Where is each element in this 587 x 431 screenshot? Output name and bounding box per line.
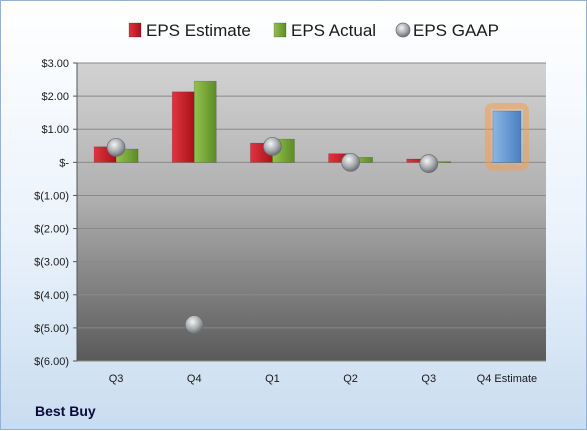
bar-glow: [484, 103, 529, 171]
y-tick-label: $(5.00): [34, 323, 69, 335]
y-axis: $3.00 $2.00 $1.00 $- $(1.00) $(2.00) $(3.00) $(…: [34, 58, 78, 368]
gaap-points: [106, 137, 439, 334]
legend-marker-eps-estimate: [128, 22, 142, 38]
legend-label: EPS Estimate: [146, 21, 251, 40]
company-label: Best Buy: [35, 403, 96, 419]
y-tick-label: $1.00: [41, 124, 69, 136]
bar-eps-estimate: [171, 91, 195, 163]
y-tick-label: $3.00: [41, 58, 69, 70]
point-eps-gaap: [184, 315, 204, 334]
y-tick-label: $(2.00): [34, 224, 69, 236]
plot-area: [77, 63, 546, 361]
x-axis: Q3 Q4 Q1 Q2 Q3 Q4 Estimate: [109, 373, 537, 385]
y-tick-label: $2.00: [41, 91, 69, 103]
point-eps-gaap: [263, 137, 282, 156]
x-tick-label: Q3: [109, 373, 124, 385]
gridlines: [77, 62, 546, 362]
y-tick-label: $(3.00): [34, 257, 69, 269]
legend-label: EPS Actual: [291, 21, 376, 40]
y-tick-label: $(1.00): [34, 190, 69, 202]
legend-marker-eps-actual: [273, 22, 287, 38]
legend-label: EPS GAAP: [413, 21, 499, 40]
x-tick-label: Q4 Estimate: [477, 373, 538, 385]
x-tick-label: Q4: [187, 373, 202, 385]
point-eps-gaap: [106, 138, 126, 157]
bar-q4-estimate: [492, 110, 522, 163]
y-tick-label: $(6.00): [34, 356, 69, 368]
legend: EPS Estimate EPS Actual EPS GAAP: [128, 21, 499, 40]
y-tick-label: $(4.00): [34, 290, 69, 302]
bar-eps-actual: [193, 80, 217, 163]
x-tick-label: Q1: [265, 373, 280, 385]
x-tick-label: Q2: [343, 373, 358, 385]
y-tick-label: $-: [59, 157, 69, 169]
point-eps-gaap: [341, 152, 360, 172]
legend-marker-eps-gaap: [395, 22, 411, 38]
point-eps-gaap: [419, 154, 439, 174]
x-tick-label: Q3: [421, 373, 436, 385]
